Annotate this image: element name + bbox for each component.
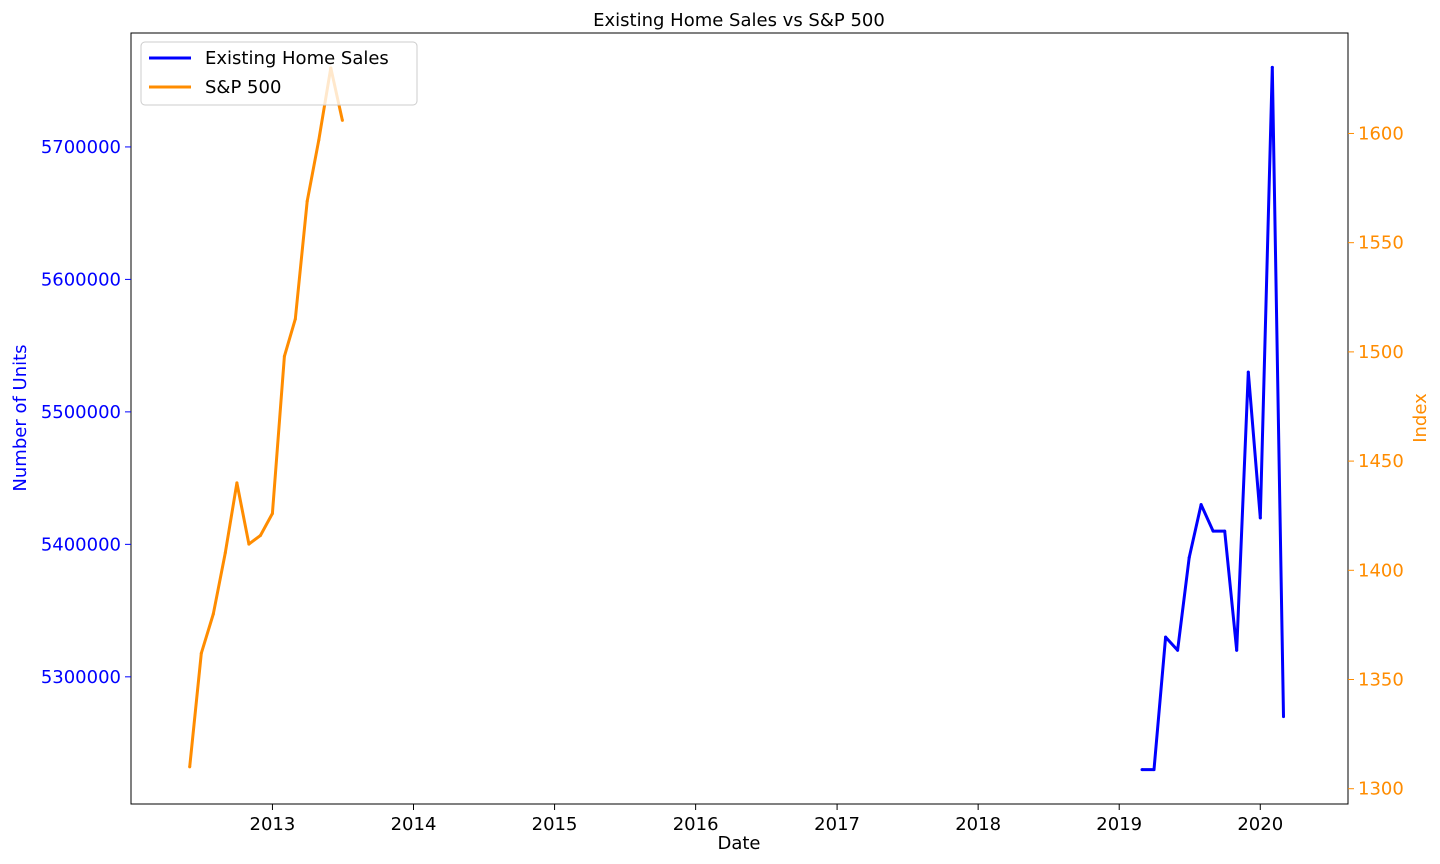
series-line-home-sales	[1142, 65, 1285, 772]
data-point-sp500	[235, 481, 239, 485]
data-point-home-sales	[1258, 516, 1262, 520]
legend-box	[140, 41, 418, 106]
data-point-home-sales	[1282, 715, 1285, 719]
y-left-tick-label: 5500000	[41, 402, 121, 423]
data-point-home-sales	[1270, 65, 1274, 69]
series-line-sp500	[188, 66, 344, 768]
data-point-sp500	[305, 199, 309, 203]
data-point-sp500	[270, 512, 274, 515]
plot-area	[130, 32, 1349, 805]
chart-title: Existing Home Sales vs S&P 500	[593, 10, 885, 31]
x-tick-label: 2018	[955, 814, 1001, 835]
y-right-tick-label: 1300	[1358, 779, 1404, 800]
y-right-tick-label: 1350	[1358, 670, 1404, 691]
data-point-sp500	[259, 533, 262, 537]
data-point-sp500	[317, 138, 321, 142]
y-right-tick-label: 1450	[1358, 451, 1404, 472]
y-left-tick-label: 5400000	[41, 534, 121, 555]
y-left-tick-label: 5300000	[41, 667, 121, 688]
data-point-home-sales	[1246, 370, 1250, 374]
y-right-tick-label: 1400	[1358, 560, 1404, 581]
data-point-home-sales	[1199, 503, 1203, 507]
y-axis-left-ticks: 5300000 5400000 5500000 5600000 5700000	[41, 137, 131, 688]
y-right-tick-label: 1550	[1358, 233, 1404, 254]
y-right-tick-label: 1500	[1358, 342, 1404, 363]
y-right-tick-label: 1600	[1358, 123, 1404, 144]
x-tick-label: 2016	[673, 814, 719, 835]
x-tick-label: 2014	[391, 814, 437, 835]
legend-label-home-sales: Existing Home Sales	[205, 48, 389, 69]
data-point-home-sales	[1176, 648, 1180, 652]
legend-label-sp500: S&P 500	[205, 77, 281, 98]
x-tick-label: 2013	[250, 814, 296, 835]
x-tick-label: 2020	[1237, 814, 1283, 835]
y-axis-right-ticks: 1300 1350 1400 1450 1500 1550 1600	[1348, 123, 1404, 800]
x-tick-label: 2017	[814, 814, 860, 835]
x-axis-label: Date	[717, 833, 760, 854]
data-point-home-sales	[1223, 529, 1227, 533]
y-left-tick-label: 5700000	[41, 137, 121, 158]
data-point-sp500	[282, 354, 286, 358]
data-point-home-sales	[1235, 648, 1239, 652]
data-point-home-sales	[1152, 768, 1156, 772]
x-tick-label: 2015	[532, 814, 578, 835]
data-point-home-sales	[1187, 556, 1191, 560]
data-point-home-sales	[1211, 529, 1215, 533]
data-point-sp500	[223, 551, 227, 555]
y-axis-right-label: Index	[1410, 393, 1431, 443]
y-axis-left-label: Number of Units	[10, 344, 31, 491]
data-point-sp500	[340, 118, 344, 122]
data-point-home-sales	[1140, 768, 1144, 772]
data-point-sp500	[293, 317, 297, 321]
x-axis-ticks: 2013 2014 2015 2016 2017 2018 2019 2020	[250, 804, 1283, 835]
data-point-sp500	[211, 612, 215, 616]
data-point-sp500	[247, 542, 251, 546]
x-tick-label: 2019	[1096, 814, 1142, 835]
y-left-tick-label: 5600000	[41, 269, 121, 290]
series-layer	[188, 65, 1285, 772]
legend: Existing Home Sales S&P 500	[140, 41, 418, 106]
data-point-home-sales	[1164, 635, 1168, 639]
data-point-sp500	[199, 651, 203, 655]
data-point-sp500	[188, 765, 192, 769]
